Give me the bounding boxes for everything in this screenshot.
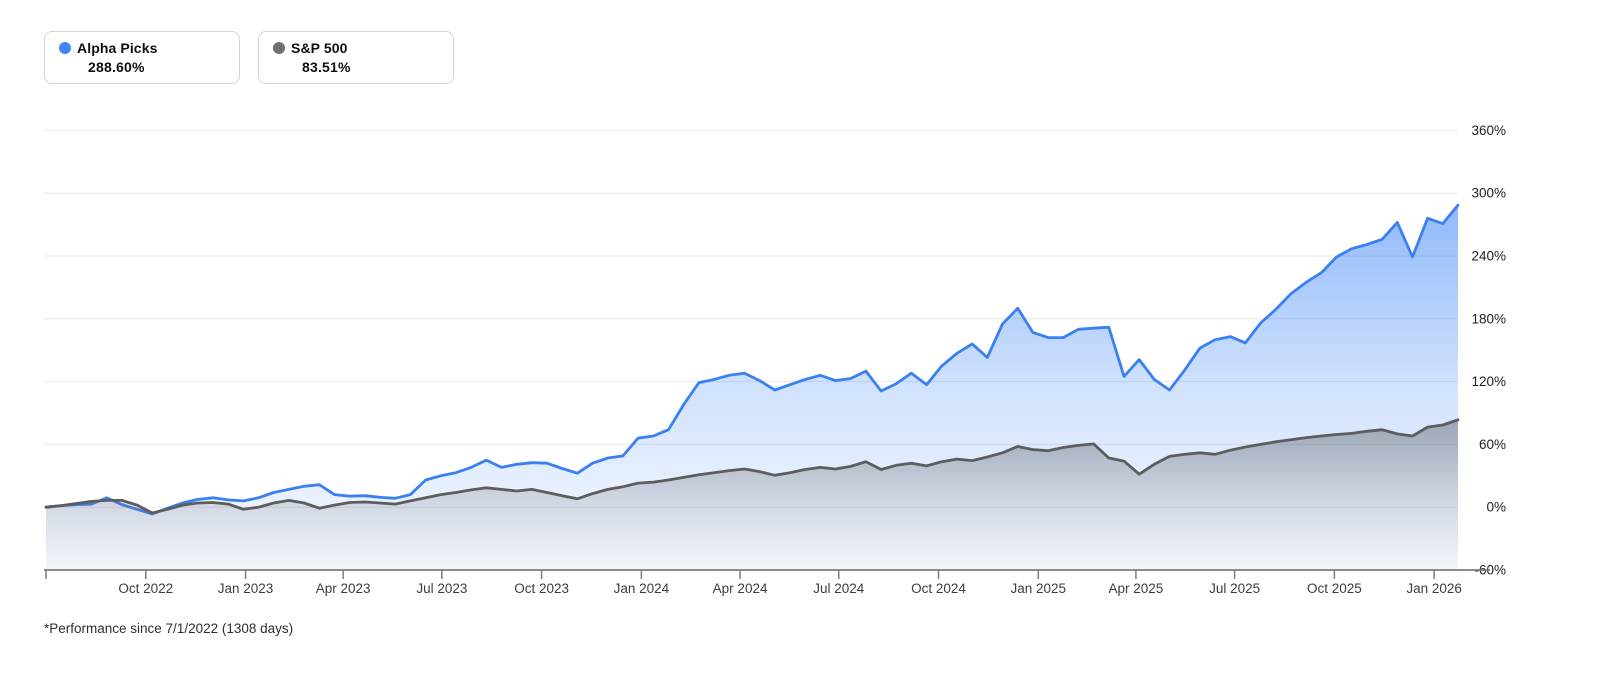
x-tick-label: Jul 2024	[813, 581, 865, 596]
sp500-series-dot-icon	[273, 42, 285, 54]
y-axis-label: 120%	[1471, 374, 1506, 389]
x-tick-label: Jul 2023	[416, 581, 467, 596]
sp500-area	[46, 419, 1458, 570]
legend-item-sp500[interactable]: S&P 500 83.51%	[258, 31, 454, 84]
y-axis-label: 360%	[1471, 123, 1506, 138]
legend-row: Alpha Picks	[59, 40, 229, 56]
y-axis-label: -60%	[1474, 563, 1506, 578]
y-axis-label: 180%	[1471, 311, 1506, 326]
alpha-picks-series-dot-icon	[59, 42, 71, 54]
legend-row: S&P 500	[273, 40, 443, 56]
x-tick-label: Jan 2026	[1406, 581, 1462, 596]
legend-series-name: S&P 500	[291, 40, 348, 56]
y-axis-label: 0%	[1486, 500, 1506, 515]
alpha-picks-line	[44, 203, 1460, 516]
x-tick-label: Oct 2023	[514, 581, 569, 596]
legend-series-value: 83.51%	[302, 59, 351, 75]
performance-footnote: *Performance since 7/1/2022 (1308 days)	[44, 621, 294, 636]
x-tick-label: Apr 2023	[316, 581, 371, 596]
legend-series-name: Alpha Picks	[77, 40, 158, 56]
y-axis-label: 240%	[1471, 249, 1506, 264]
sp500-line	[44, 418, 1460, 515]
legend-item-alpha-picks[interactable]: Alpha Picks 288.60%	[44, 31, 240, 84]
x-tick-label: Oct 2025	[1307, 581, 1362, 596]
y-axis-label: 60%	[1479, 437, 1506, 452]
x-tick-label: Apr 2025	[1109, 581, 1164, 596]
x-tick-label: Jan 2023	[218, 581, 274, 596]
chart-legend: Alpha Picks 288.60% S&P 500 83.51%	[44, 31, 454, 84]
legend-series-value: 288.60%	[88, 59, 145, 75]
x-tick-label: Jul 2025	[1209, 581, 1260, 596]
x-tick-label: Jan 2025	[1011, 581, 1067, 596]
x-tick-label: Jan 2024	[614, 581, 670, 596]
x-tick-label: Apr 2024	[713, 581, 768, 596]
x-tick-label: Oct 2022	[118, 581, 173, 596]
x-tick-label: Oct 2024	[911, 581, 966, 596]
y-axis-label: 300%	[1471, 186, 1506, 201]
